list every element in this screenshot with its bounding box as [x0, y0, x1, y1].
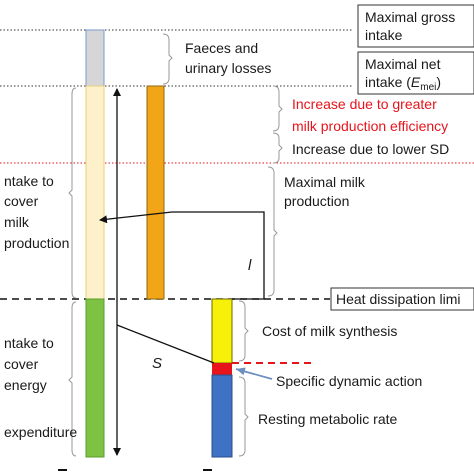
sda-label: Specific dynamic action	[276, 373, 422, 389]
cost-milk-synthesis-label: Cost of milk synthesis	[262, 323, 397, 339]
maximal-net-label-2: intake (Emei)	[365, 74, 441, 93]
faeces-label-2: urinary losses	[185, 60, 271, 76]
s-letter: S	[152, 355, 162, 372]
faeces-bar	[85, 29, 105, 87]
rmr-bracket	[238, 376, 249, 457]
intake-milk-label-4: production	[4, 235, 69, 251]
efficiency-label-1: Increase due to greater	[292, 96, 437, 112]
maximal-net-label-1: Maximal net	[365, 56, 441, 72]
maximal-net-symbol: E	[411, 74, 421, 90]
lower-sd-bracket	[272, 132, 283, 164]
milk-production-bar	[146, 85, 165, 300]
energy-intake-left-bracket	[68, 301, 77, 457]
maximal-net-box	[357, 51, 474, 95]
faeces-bracket	[162, 33, 173, 85]
intake-milk-label-2: cover	[4, 193, 39, 209]
rmr-label: Resting metabolic rate	[258, 411, 398, 427]
intake-milk-label-3: milk	[4, 214, 30, 230]
maximal-gross-box	[357, 4, 474, 48]
maximal-milk-label-2: production	[284, 193, 349, 209]
maximal-net-prefix: intake (	[365, 74, 411, 90]
sda-pointer-arrow	[235, 367, 273, 380]
efficiency-bracket	[272, 85, 283, 132]
milk-synthesis-bar	[211, 298, 233, 364]
efficiency-label-2: milk production efficiency	[292, 118, 448, 134]
heat-dissipation-label: Heat dissipation limi	[336, 291, 461, 307]
maximal-milk-label-1: Maximal milk	[284, 174, 366, 190]
intake-energy-label-1: ntake to	[4, 335, 54, 351]
left-axis-tick	[58, 469, 67, 471]
sda-bar	[212, 363, 232, 375]
intake-energy-label-4: expenditure	[4, 424, 77, 440]
s-connector-line	[116, 324, 215, 364]
right-axis-tick	[203, 469, 212, 471]
rmr-bar	[211, 374, 233, 458]
intake-energy-label-2: cover	[4, 356, 39, 372]
maximal-net-subscript: mei	[420, 82, 436, 93]
l-letter: l	[248, 257, 252, 274]
maximal-gross-label-1: Maximal gross	[365, 9, 455, 25]
maximal-milk-bracket	[267, 166, 278, 297]
milk-intake-left-bracket	[68, 87, 77, 299]
maximal-gross-label-2: intake	[365, 27, 403, 43]
energy-intake-bar	[85, 298, 105, 458]
milk-intake-bar	[85, 85, 105, 300]
l-connector-path	[99, 211, 265, 300]
maximal-net-suffix: )	[436, 74, 441, 90]
milk-synthesis-bracket	[238, 300, 249, 362]
faeces-label-1: Faeces and	[185, 40, 258, 56]
intake-milk-label-1: ntake to	[4, 173, 54, 189]
heat-dissipation-box	[330, 287, 474, 311]
lower-sd-label: Increase due to lower SD	[292, 141, 449, 157]
intake-energy-label-3: energy	[4, 377, 47, 393]
